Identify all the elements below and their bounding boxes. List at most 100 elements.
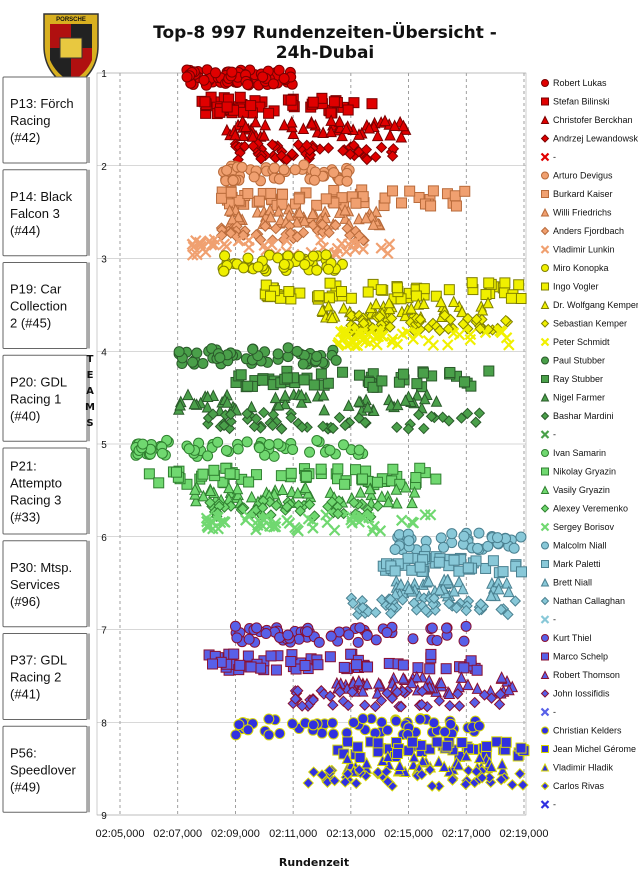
- legend-label: Nathan Callaghan: [553, 596, 625, 606]
- data-point: [362, 605, 374, 618]
- legend-label: Anders Fjordbach: [553, 226, 624, 236]
- data-point: [453, 700, 466, 712]
- team-label-box: P20: GDL Racing 1 (#40): [2, 354, 90, 442]
- data-point: [377, 330, 389, 342]
- data-point: [311, 435, 323, 447]
- data-point: [379, 114, 391, 127]
- data-point: [410, 670, 423, 683]
- legend-marker: [540, 134, 550, 143]
- data-point: [316, 304, 329, 316]
- data-point: [458, 635, 470, 647]
- data-point: [418, 392, 431, 405]
- legend-marker: [540, 337, 550, 347]
- data-point: [414, 462, 426, 474]
- legend-item: Nigel Farmer: [540, 393, 605, 403]
- data-point: [285, 411, 297, 424]
- data-point: [395, 578, 407, 590]
- legend-label: Vladimir Hladik: [553, 763, 614, 773]
- data-point: [293, 193, 305, 205]
- legend-marker: [540, 781, 550, 791]
- data-point: [333, 115, 346, 127]
- data-point: [356, 685, 369, 697]
- data-point: [311, 264, 323, 276]
- data-point: [457, 582, 469, 595]
- legend-item: Kurt Thiel: [541, 633, 591, 643]
- team-label-line: Speedlover: [10, 762, 76, 777]
- data-point: [266, 419, 279, 432]
- data-point: [278, 164, 290, 176]
- data-point: [416, 685, 428, 698]
- data-point: [342, 699, 354, 712]
- team-label-box: P21: Attempto Racing 3 (#33): [2, 447, 90, 535]
- data-point: [424, 764, 436, 776]
- data-point: [225, 415, 237, 428]
- data-point: [242, 252, 254, 264]
- data-point: [232, 443, 244, 455]
- team-label-line: (#96): [10, 594, 40, 609]
- data-point: [372, 766, 384, 778]
- scatter-points: [130, 64, 530, 792]
- y-tick-label: 5: [101, 440, 107, 451]
- data-point: [328, 167, 340, 179]
- data-point: [384, 593, 397, 605]
- data-point: [301, 139, 313, 152]
- data-point: [287, 443, 299, 455]
- data-point: [272, 204, 285, 217]
- data-point: [449, 190, 461, 202]
- data-point: [471, 664, 483, 676]
- data-point: [267, 409, 280, 421]
- legend-item: Miro Konopka: [541, 263, 609, 273]
- data-point: [460, 604, 472, 617]
- data-point: [405, 302, 418, 314]
- data-point: [233, 719, 245, 731]
- data-point: [245, 100, 257, 112]
- data-point: [482, 540, 494, 552]
- data-point: [236, 503, 249, 515]
- y-axis-ticks: 1 2 3 4 5 6 7 8 9: [101, 69, 107, 822]
- data-point: [320, 193, 332, 205]
- team-label-box: P30: Mtsp. Services (#96): [2, 540, 90, 628]
- data-point: [478, 689, 491, 701]
- team-label-line: P20: GDL: [10, 374, 67, 389]
- data-point: [341, 339, 353, 352]
- data-point: [219, 516, 231, 528]
- data-point: [462, 764, 475, 777]
- data-point: [289, 164, 301, 176]
- data-point: [249, 115, 262, 128]
- legend-marker: [541, 375, 549, 383]
- legend-label: Andrzej Lewandowski: [553, 134, 638, 144]
- data-point: [228, 648, 240, 660]
- data-point: [372, 500, 384, 512]
- data-point: [390, 715, 402, 727]
- data-point: [460, 749, 473, 762]
- y-tick-label: 1: [101, 69, 107, 80]
- data-point: [433, 695, 445, 707]
- data-point: [361, 630, 373, 642]
- data-point: [221, 164, 233, 176]
- data-point: [440, 663, 452, 675]
- data-point: [366, 98, 378, 110]
- data-point: [279, 389, 291, 401]
- team-label-line: Racing 1: [10, 391, 61, 406]
- data-point: [475, 598, 487, 610]
- data-point: [382, 495, 395, 508]
- data-point: [369, 700, 382, 713]
- data-point: [487, 555, 499, 567]
- x-tick-label: 02:05,000: [96, 828, 145, 840]
- data-point: [433, 556, 445, 568]
- data-point: [404, 185, 416, 197]
- data-point: [443, 597, 455, 610]
- legend-marker: [540, 411, 550, 421]
- data-point: [342, 768, 354, 780]
- data-point: [189, 483, 201, 495]
- data-point: [466, 277, 478, 289]
- data-point: [362, 661, 374, 673]
- data-point: [326, 717, 338, 729]
- data-point: [317, 420, 329, 432]
- data-point: [283, 517, 296, 529]
- data-point: [269, 391, 282, 404]
- data-point: [515, 293, 527, 305]
- data-point: [433, 324, 446, 337]
- data-point: [298, 159, 310, 171]
